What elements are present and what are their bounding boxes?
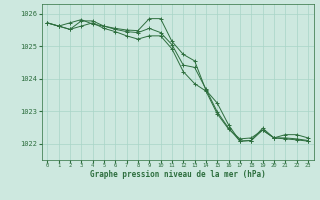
X-axis label: Graphe pression niveau de la mer (hPa): Graphe pression niveau de la mer (hPa) <box>90 170 266 179</box>
